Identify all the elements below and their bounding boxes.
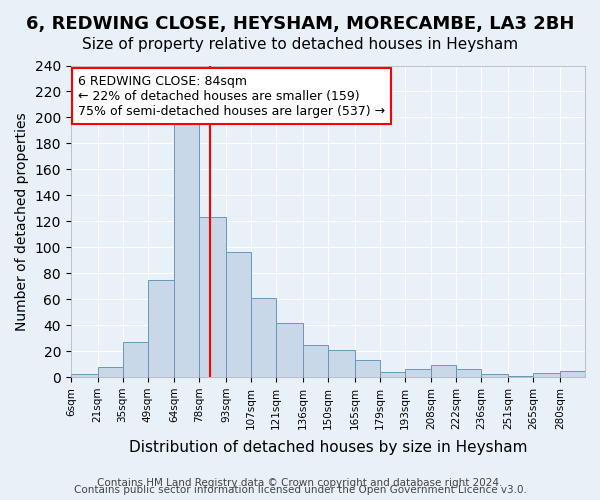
Bar [303, 344, 328, 377]
Bar [355, 360, 380, 377]
Bar [199, 218, 226, 377]
Text: 6, REDWING CLOSE, HEYSHAM, MORECAMBE, LA3 2BH: 6, REDWING CLOSE, HEYSHAM, MORECAMBE, LA… [26, 15, 574, 33]
Bar [148, 280, 175, 377]
Bar [533, 373, 560, 377]
X-axis label: Distribution of detached houses by size in Heysham: Distribution of detached houses by size … [128, 440, 527, 455]
Bar [380, 372, 404, 377]
Text: Contains HM Land Registry data © Crown copyright and database right 2024.: Contains HM Land Registry data © Crown c… [97, 478, 503, 488]
Bar [122, 342, 148, 377]
Y-axis label: Number of detached properties: Number of detached properties [15, 112, 29, 330]
Bar [560, 370, 585, 377]
Bar [98, 366, 122, 377]
Bar [71, 374, 98, 377]
Bar [328, 350, 355, 377]
Text: Size of property relative to detached houses in Heysham: Size of property relative to detached ho… [82, 38, 518, 52]
Bar [251, 298, 276, 377]
Bar [226, 252, 251, 377]
Bar [508, 376, 533, 377]
Bar [457, 370, 481, 377]
Bar [175, 118, 199, 377]
Bar [276, 322, 303, 377]
Bar [481, 374, 508, 377]
Text: Contains public sector information licensed under the Open Government Licence v3: Contains public sector information licen… [74, 485, 526, 495]
Bar [404, 370, 431, 377]
Bar [431, 366, 457, 377]
Text: 6 REDWING CLOSE: 84sqm
← 22% of detached houses are smaller (159)
75% of semi-de: 6 REDWING CLOSE: 84sqm ← 22% of detached… [78, 74, 385, 118]
